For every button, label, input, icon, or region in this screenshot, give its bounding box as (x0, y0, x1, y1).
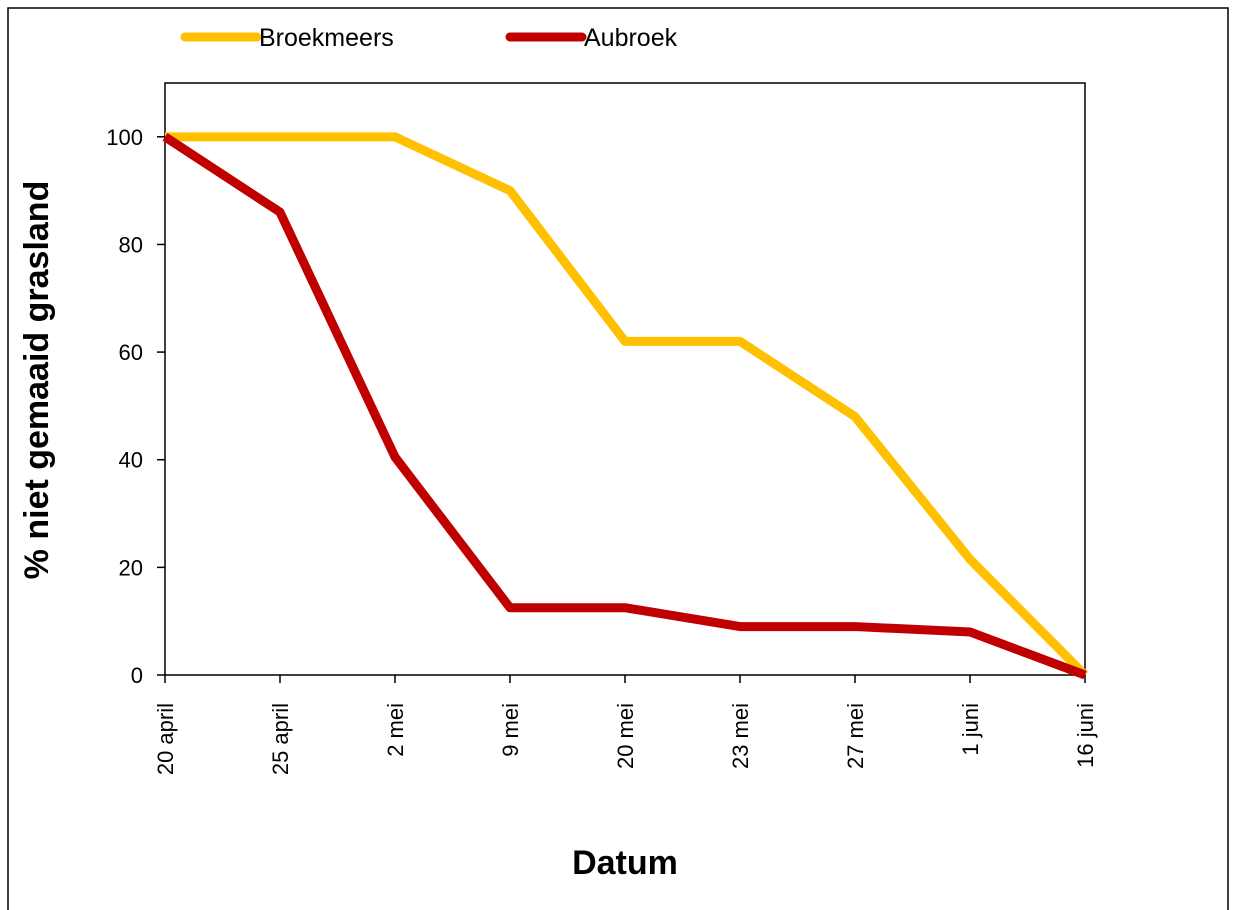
x-axis-label: Datum (572, 844, 678, 882)
x-tick-label: 23 mei (728, 703, 753, 769)
legend-label: Broekmeers (259, 24, 394, 52)
plot-area (164, 82, 1086, 676)
legend-label: Aubroek (584, 24, 678, 52)
x-tick-label: 1 juni (958, 703, 983, 756)
y-tick-label: 40 (119, 448, 143, 473)
y-tick-label: 0 (131, 663, 143, 688)
x-tick-label: 2 mei (383, 703, 408, 757)
line-series (162, 133, 1087, 680)
y-tick-label: 100 (106, 125, 143, 150)
y-tick-label: 80 (119, 232, 143, 257)
x-tick-label: 27 mei (843, 703, 868, 769)
y-tick-label: 20 (119, 555, 143, 580)
y-tick-label: 60 (119, 340, 143, 365)
x-tick-label: 20 mei (613, 703, 638, 769)
chart-border (7, 7, 1229, 910)
x-tick-label: 25 april (268, 703, 293, 775)
x-tick-label: 16 juni (1073, 703, 1098, 768)
y-axis-label: % niet gemaaid grasland (18, 181, 56, 580)
line-series (165, 132, 1089, 679)
x-tick-label: 9 mei (498, 703, 523, 757)
x-tick-label: 20 april (153, 703, 178, 775)
